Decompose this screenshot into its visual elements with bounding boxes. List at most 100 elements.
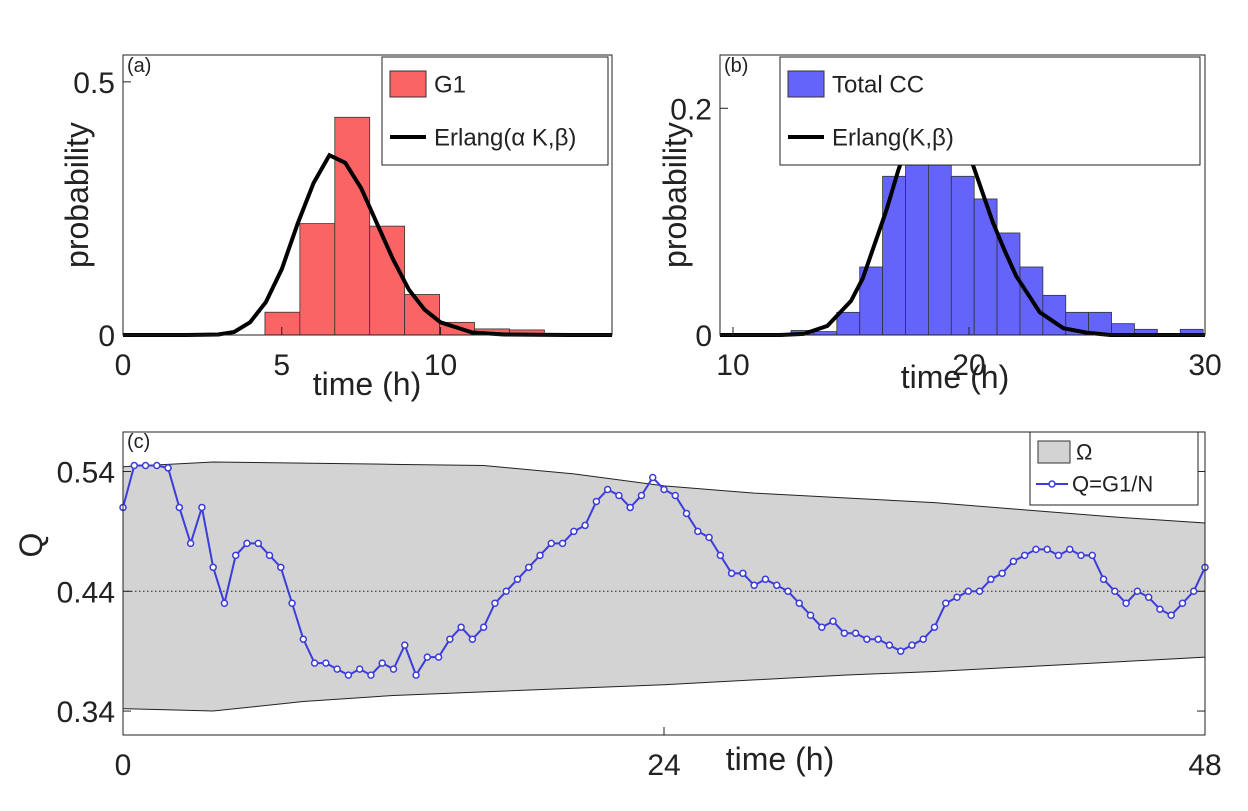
series-marker xyxy=(220,599,229,608)
series-marker xyxy=(1156,605,1164,613)
legend-label: Total CC xyxy=(832,71,924,98)
x-tick-label: 10 xyxy=(424,349,457,382)
series-marker xyxy=(942,599,950,608)
series-marker xyxy=(355,665,364,673)
y-axis-label: probability xyxy=(59,122,95,268)
x-tick-label: 10 xyxy=(716,349,749,382)
series-marker xyxy=(648,473,657,482)
series-marker xyxy=(806,611,815,619)
series-marker xyxy=(953,593,961,602)
series-marker xyxy=(1189,587,1198,596)
series-marker xyxy=(1020,551,1029,560)
series-marker xyxy=(468,635,477,643)
legend-label: Erlang(K,β) xyxy=(832,124,954,151)
series-marker xyxy=(288,599,296,608)
panel: 0 24 48 0.34 0.44 0.54 time (h) Q (c) Ω Q=G1/N xyxy=(13,431,1222,782)
series-marker xyxy=(153,461,161,470)
series-marker xyxy=(231,551,240,560)
series-marker xyxy=(761,575,770,584)
series-marker xyxy=(434,653,443,661)
x-tick-label: 20 xyxy=(952,349,985,382)
series-marker xyxy=(603,485,612,494)
series-marker xyxy=(243,539,251,548)
histogram-bar xyxy=(299,223,336,336)
legend-label: G1 xyxy=(434,71,466,98)
series-marker xyxy=(818,623,826,631)
series-marker xyxy=(705,533,713,542)
series-marker xyxy=(322,659,330,667)
histogram-bar xyxy=(927,141,952,336)
series-marker xyxy=(457,623,465,631)
series-marker xyxy=(513,575,522,584)
x-tick-label: 5 xyxy=(273,349,290,382)
series-marker xyxy=(1009,557,1018,566)
series-marker xyxy=(1066,545,1074,554)
series-marker xyxy=(277,563,285,572)
series-marker xyxy=(660,485,668,494)
series-marker xyxy=(1099,575,1108,584)
series-marker xyxy=(1054,551,1063,560)
histogram-bar xyxy=(836,311,861,336)
series-marker xyxy=(671,491,680,500)
x-axis-label: time (h) xyxy=(313,366,421,402)
series-marker xyxy=(863,635,871,643)
legend-box xyxy=(779,56,1201,166)
series-marker xyxy=(141,461,150,470)
series-marker xyxy=(896,647,905,655)
legend-label: Erlang(α K,β) xyxy=(434,124,576,151)
series-marker xyxy=(829,617,837,625)
series-marker xyxy=(615,491,623,500)
series-marker xyxy=(1133,587,1142,596)
series-marker xyxy=(344,671,353,679)
series-marker xyxy=(784,587,792,596)
y-tick-label: 0.54 xyxy=(57,457,115,490)
x-axis-label: time (h) xyxy=(901,359,1009,395)
series-marker xyxy=(254,539,262,548)
legend-swatch xyxy=(1048,480,1056,488)
y-tick-label: 0.44 xyxy=(57,576,115,609)
series-marker xyxy=(581,521,589,530)
series-marker xyxy=(310,659,319,667)
series-marker xyxy=(772,581,781,590)
series-marker xyxy=(1167,611,1175,619)
series-marker xyxy=(840,629,849,637)
series-marker xyxy=(479,623,488,631)
series-marker xyxy=(874,635,882,643)
series-marker xyxy=(694,527,702,536)
series-marker xyxy=(739,569,747,578)
x-tick-label: 30 xyxy=(1188,349,1221,382)
series-marker xyxy=(378,659,386,667)
series-marker xyxy=(964,587,973,596)
panel-label: (a) xyxy=(127,55,151,77)
series-marker xyxy=(716,551,725,560)
x-axis-label: time (h) xyxy=(726,741,834,777)
y-axis-label: Q xyxy=(13,533,49,558)
series-marker xyxy=(1088,551,1097,560)
series-marker xyxy=(446,635,454,643)
series-marker xyxy=(265,551,274,560)
series-marker xyxy=(998,569,1006,578)
histogram-bar xyxy=(264,311,301,336)
y-tick-label: 0.2 xyxy=(670,93,712,126)
legend-swatch xyxy=(1037,440,1071,464)
series-marker xyxy=(423,653,432,661)
x-tick-label: 0 xyxy=(115,349,132,382)
series-marker xyxy=(570,527,578,536)
series-marker xyxy=(1032,545,1040,554)
series-marker xyxy=(547,539,556,548)
series-marker xyxy=(682,509,691,518)
series-marker xyxy=(175,503,184,512)
series-marker xyxy=(637,491,646,500)
series-marker xyxy=(1144,593,1153,602)
series-marker xyxy=(626,503,634,512)
series-marker xyxy=(975,587,984,596)
legend-label: Q=G1/N xyxy=(1072,472,1153,497)
series-marker xyxy=(919,635,927,643)
series-marker xyxy=(333,665,341,673)
series-marker xyxy=(209,563,217,572)
panel: 10 20 30 0 0.2 time (h) probability (b) Total CC… xyxy=(657,54,1222,395)
series-marker xyxy=(536,551,544,560)
series-marker xyxy=(401,641,409,649)
axes-box xyxy=(122,54,613,336)
